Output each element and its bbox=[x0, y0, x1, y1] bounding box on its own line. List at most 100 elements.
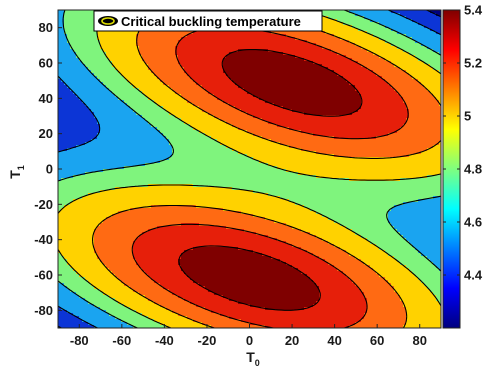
contour-cell bbox=[385, 106, 388, 109]
contour-cell bbox=[142, 82, 145, 85]
contour-cell bbox=[100, 52, 103, 55]
contour-cell bbox=[433, 43, 436, 46]
contour-cell bbox=[379, 40, 382, 43]
contour-cell bbox=[85, 19, 88, 22]
contour-cell bbox=[388, 46, 391, 49]
contour-cell bbox=[397, 85, 400, 88]
contour-cell bbox=[199, 58, 202, 61]
contour-cell bbox=[436, 121, 439, 124]
contour-cell bbox=[217, 61, 220, 64]
contour-cell bbox=[133, 73, 136, 76]
contour-cell bbox=[226, 61, 229, 64]
contour-cell bbox=[97, 109, 100, 112]
contour-cell bbox=[64, 109, 67, 112]
contour-cell bbox=[67, 64, 70, 67]
contour-cell bbox=[85, 115, 88, 118]
contour-cell bbox=[397, 16, 400, 19]
contour-cell bbox=[184, 94, 187, 97]
contour-cell bbox=[403, 55, 406, 58]
contour-cell bbox=[295, 124, 298, 127]
contour-cell bbox=[334, 58, 337, 61]
contour-cell bbox=[148, 103, 151, 106]
contour-cell bbox=[112, 97, 115, 100]
contour-cell bbox=[229, 55, 232, 58]
contour-cell bbox=[229, 46, 232, 49]
contour-cell bbox=[64, 40, 67, 43]
contour-cell bbox=[376, 97, 379, 100]
contour-cell bbox=[427, 52, 430, 55]
contour-cell bbox=[316, 46, 319, 49]
contour-cell bbox=[61, 91, 64, 94]
contour-cell bbox=[346, 88, 349, 91]
contour-cell bbox=[277, 43, 280, 46]
contour-cell bbox=[355, 106, 358, 109]
contour-cell bbox=[196, 124, 199, 127]
contour-cell bbox=[214, 70, 217, 73]
contour-cell bbox=[205, 103, 208, 106]
contour-cell bbox=[301, 100, 304, 103]
contour-cell bbox=[397, 118, 400, 121]
contour-cell bbox=[361, 25, 364, 28]
contour-cell bbox=[349, 124, 352, 127]
contour-cell bbox=[130, 43, 133, 46]
contour-cell bbox=[106, 52, 109, 55]
contour-cell bbox=[130, 34, 133, 37]
contour-cell bbox=[169, 121, 172, 124]
contour-cell bbox=[307, 106, 310, 109]
contour-cell bbox=[394, 40, 397, 43]
contour-cell bbox=[370, 25, 373, 28]
contour-cell bbox=[193, 70, 196, 73]
contour-cell bbox=[379, 28, 382, 31]
contour-cell bbox=[418, 118, 421, 121]
contour-cell bbox=[274, 40, 277, 43]
contour-cell bbox=[403, 40, 406, 43]
contour-cell bbox=[58, 103, 61, 106]
contour-cell bbox=[394, 109, 397, 112]
contour-cell bbox=[373, 115, 376, 118]
contour-cell bbox=[361, 79, 364, 82]
contour-cell bbox=[358, 34, 361, 37]
contour-cell bbox=[58, 121, 61, 124]
contour-cell bbox=[121, 124, 124, 127]
contour-cell bbox=[391, 118, 394, 121]
contour-cell bbox=[169, 100, 172, 103]
contour-cell bbox=[319, 70, 322, 73]
contour-cell bbox=[190, 85, 193, 88]
contour-cell bbox=[322, 79, 325, 82]
contour-cell bbox=[430, 121, 433, 124]
contour-cell bbox=[109, 55, 112, 58]
contour-cell bbox=[355, 64, 358, 67]
contour-cell bbox=[169, 91, 172, 94]
contour-cell bbox=[166, 40, 169, 43]
contour-cell bbox=[73, 37, 76, 40]
contour-cell bbox=[292, 64, 295, 67]
contour-cell bbox=[163, 100, 166, 103]
contour-cell bbox=[421, 76, 424, 79]
contour-cell bbox=[142, 40, 145, 43]
contour-cell bbox=[202, 124, 205, 127]
contour-cell bbox=[265, 34, 268, 37]
contour-cell bbox=[214, 52, 217, 55]
contour-cell bbox=[208, 100, 211, 103]
contour-cell bbox=[136, 82, 139, 85]
contour-cell bbox=[97, 49, 100, 52]
contour-cell bbox=[313, 31, 316, 34]
contour-cell bbox=[127, 112, 130, 115]
contour-cell bbox=[283, 103, 286, 106]
contour-cell bbox=[76, 16, 79, 19]
contour-cell bbox=[94, 40, 97, 43]
contour-cell bbox=[187, 61, 190, 64]
contour-cell bbox=[229, 70, 232, 73]
contour-cell bbox=[211, 40, 214, 43]
contour-cell bbox=[214, 40, 217, 43]
contour-cell bbox=[301, 94, 304, 97]
contour-cell bbox=[415, 82, 418, 85]
contour-cell bbox=[382, 43, 385, 46]
contour-cell bbox=[340, 118, 343, 121]
contour-cell bbox=[346, 85, 349, 88]
contour-cell bbox=[415, 88, 418, 91]
contour-cell bbox=[166, 55, 169, 58]
contour-cell bbox=[427, 13, 430, 16]
contour-cell bbox=[76, 91, 79, 94]
contour-cell bbox=[403, 79, 406, 82]
